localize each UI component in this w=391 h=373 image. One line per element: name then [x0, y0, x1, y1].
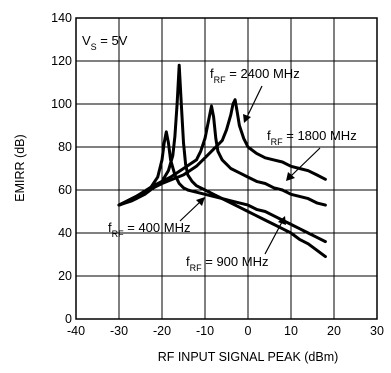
x-tick-label: -10: [196, 324, 214, 338]
label-400mhz: fRF = 400 MHz: [108, 197, 205, 239]
x-axis-label: RF INPUT SIGNAL PEAK (dBm): [158, 350, 339, 364]
x-tick-label: 30: [370, 324, 384, 338]
plot-frame: [75, 17, 378, 320]
series-line-900-mhz: [117, 63, 327, 259]
svg-text:fRF = 900 MHz: fRF = 900 MHz: [186, 254, 268, 273]
y-tick-label: 100: [51, 97, 72, 111]
y-tick-label: 140: [51, 11, 72, 25]
series-line-1800-mhz: [117, 104, 327, 207]
svg-text:fRF = 400 MHz: fRF = 400 MHz: [108, 220, 190, 239]
x-tick-label: -30: [110, 324, 128, 338]
y-tick-label: 80: [58, 140, 72, 154]
y-tick-label: 40: [58, 226, 72, 240]
grid-layer: [75, 17, 378, 320]
x-tick-label: 0: [245, 324, 252, 338]
svg-text:fRF = 2400 MHz: fRF = 2400 MHz: [210, 66, 300, 85]
x-tick-label: 20: [327, 324, 341, 338]
y-tick-label: 0: [65, 312, 72, 326]
label-1800mhz: fRF = 1800 MHz: [267, 128, 357, 181]
y-tick-label: 120: [51, 54, 72, 68]
series-line-2400-mhz: [117, 98, 327, 207]
x-tick-label: 10: [284, 324, 298, 338]
svg-text:fRF = 1800 MHz: fRF = 1800 MHz: [267, 128, 357, 147]
x-tick-label: -20: [153, 324, 171, 338]
y-tick-label: 60: [58, 183, 72, 197]
y-axis-label: EMIRR (dB): [13, 134, 27, 201]
label-900mhz: fRF = 900 MHz: [186, 216, 286, 273]
tick-label-layer: -40 -30 -20 -10 0 10 20 30 0 20 40 60 80 100 120 140: [51, 11, 384, 338]
label-2400mhz: fRF = 2400 MHz: [210, 66, 300, 123]
x-tick-label: -40: [67, 324, 85, 338]
y-tick-label: 20: [58, 269, 72, 283]
supply-voltage-condition: VS = 5V: [82, 33, 128, 52]
